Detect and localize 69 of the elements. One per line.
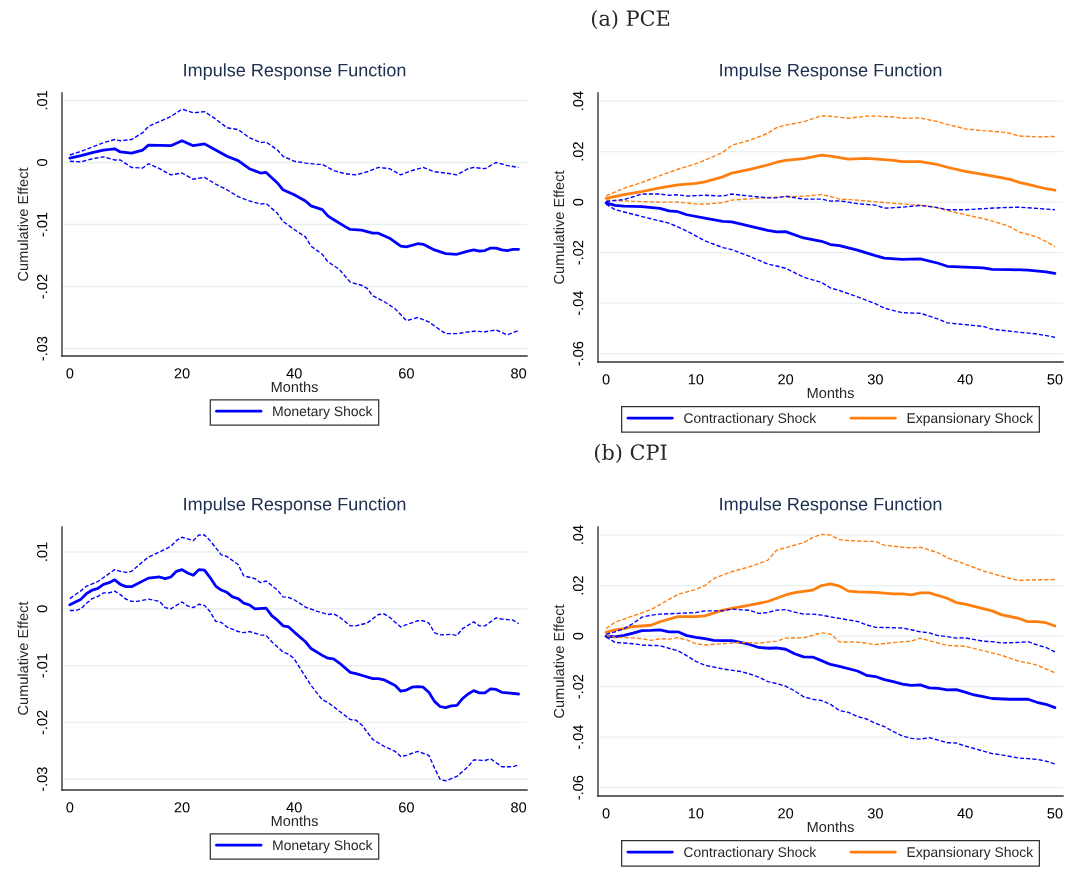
legend-label: Monetary Shock bbox=[273, 406, 373, 419]
x-tick-label: 10 bbox=[688, 808, 704, 819]
x-tick-label: 40 bbox=[286, 802, 302, 813]
y-tick-label: 0 bbox=[572, 632, 584, 640]
y-tick-label: .01 bbox=[36, 542, 48, 561]
y-tick-label: -.04 bbox=[572, 291, 584, 316]
x-tick-label: 0 bbox=[66, 802, 74, 813]
y-tick-label: -.02 bbox=[572, 674, 584, 699]
x-tick-label: 40 bbox=[286, 368, 302, 379]
line-series bbox=[68, 568, 520, 710]
x-tick-label: 0 bbox=[602, 374, 610, 385]
legend-label: Contractionary Shock bbox=[684, 846, 817, 860]
chart-title: Impulse Response Function bbox=[720, 497, 942, 515]
y-tick-label: 0 bbox=[36, 605, 48, 613]
chart-title: Impulse Response Function bbox=[184, 63, 406, 81]
chart-subtitle: (a) PCE bbox=[591, 9, 670, 29]
x-tick-label: 0 bbox=[602, 808, 610, 819]
x-tick-label: 80 bbox=[511, 802, 527, 813]
legend-label: Monetary Shock bbox=[273, 840, 373, 853]
y-tick-label: -.06 bbox=[572, 775, 584, 800]
x-tick-label: 20 bbox=[174, 368, 190, 379]
x-tick-label: 50 bbox=[1047, 374, 1063, 385]
y-tick-label: -.03 bbox=[36, 336, 48, 361]
x-tick-label: 10 bbox=[688, 374, 704, 385]
y-tick-label: 0 bbox=[36, 158, 48, 166]
x-tick-label: 20 bbox=[174, 802, 190, 813]
x-tick-label: 50 bbox=[1047, 808, 1063, 819]
x-tick-label: 30 bbox=[867, 374, 883, 385]
y-tick-label: -.02 bbox=[36, 274, 48, 299]
y-tick-label: -.02 bbox=[572, 240, 584, 265]
x-axis-title: Months bbox=[807, 821, 854, 833]
line-series bbox=[69, 590, 520, 782]
y-tick-label: .02 bbox=[572, 142, 584, 161]
y-axis-title: Cumulative Effect bbox=[17, 167, 29, 281]
y-tick-label: -.03 bbox=[36, 767, 48, 792]
y-tick-label: .04 bbox=[572, 91, 584, 110]
chart-title: Impulse Response Function bbox=[184, 497, 406, 515]
y-axis-title: Cumulative Effect bbox=[17, 601, 29, 715]
y-tick-label: -.02 bbox=[36, 710, 48, 735]
y-axis-title: Cumulative Effect bbox=[553, 170, 565, 284]
y-tick-label: -.01 bbox=[36, 653, 48, 678]
x-tick-label: 40 bbox=[957, 808, 973, 819]
line-series bbox=[605, 533, 1056, 630]
x-tick-label: 60 bbox=[399, 802, 414, 813]
x-axis-title: Months bbox=[807, 387, 854, 399]
y-tick-label: -.06 bbox=[572, 341, 584, 366]
chart-title: Impulse Response Function bbox=[720, 63, 942, 81]
x-tick-label: 60 bbox=[399, 368, 414, 379]
line-series bbox=[69, 156, 520, 336]
legend-label: Expansionary Shock bbox=[907, 412, 1034, 426]
y-tick-label: -.04 bbox=[572, 725, 584, 750]
y-tick-label: .02 bbox=[572, 576, 584, 595]
x-tick-label: 40 bbox=[957, 374, 973, 385]
x-axis-title: Months bbox=[271, 381, 318, 393]
line-series bbox=[69, 534, 520, 637]
y-axis-title: Cumulative Effect bbox=[553, 604, 565, 718]
y-tick-label: .01 bbox=[36, 91, 48, 110]
x-tick-label: 30 bbox=[867, 808, 883, 819]
x-axis-title: Months bbox=[271, 815, 318, 827]
x-tick-label: 0 bbox=[66, 368, 74, 379]
x-tick-label: 20 bbox=[778, 808, 794, 819]
chart-subtitle: (b) CPI bbox=[595, 443, 667, 463]
legend-label: Contractionary Shock bbox=[684, 412, 817, 426]
x-tick-label: 80 bbox=[511, 368, 527, 379]
y-tick-label: 0 bbox=[572, 198, 584, 206]
y-tick-label: .04 bbox=[572, 525, 584, 544]
y-tick-label: -.01 bbox=[36, 212, 48, 237]
legend-label: Expansionary Shock bbox=[907, 846, 1034, 860]
x-tick-label: 20 bbox=[778, 374, 794, 385]
